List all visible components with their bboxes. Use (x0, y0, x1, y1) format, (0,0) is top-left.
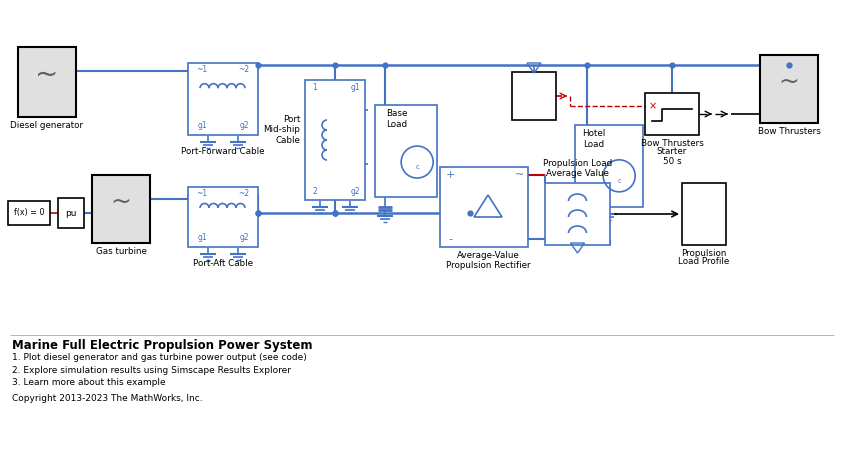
Bar (305, 80, 365, 200)
Text: g2: g2 (350, 186, 360, 195)
Text: Port-Aft Cable: Port-Aft Cable (193, 259, 253, 268)
Bar (188, 187, 258, 247)
Text: 50 s: 50 s (663, 157, 681, 166)
Text: Copyright 2013-2023 The MathWorks, Inc.: Copyright 2013-2023 The MathWorks, Inc. (12, 393, 203, 403)
Text: g1: g1 (350, 84, 360, 93)
Text: Gas turbine: Gas turbine (95, 247, 147, 257)
Bar (58, 198, 84, 228)
Text: ×: × (649, 101, 657, 111)
Text: Port
Mid-ship
Cable: Port Mid-ship Cable (263, 115, 300, 145)
Text: 1: 1 (312, 84, 317, 93)
Text: ~2: ~2 (239, 190, 250, 199)
Text: g2: g2 (239, 233, 249, 243)
Bar (188, 63, 258, 135)
Bar (18, 47, 76, 117)
Bar (760, 55, 818, 123)
Bar (92, 175, 150, 243)
Text: ~: ~ (778, 70, 799, 94)
Text: c: c (617, 178, 621, 184)
Text: ~2: ~2 (239, 66, 250, 74)
Text: Starter: Starter (657, 147, 687, 157)
Bar (545, 183, 610, 245)
Text: f(x) = 0: f(x) = 0 (14, 208, 44, 218)
Text: Port-Forward Cable: Port-Forward Cable (181, 147, 265, 157)
Text: 1. Plot diesel generator and gas turbine power output (see code): 1. Plot diesel generator and gas turbine… (12, 353, 306, 363)
Text: -: - (448, 234, 452, 244)
Text: Propulsion Load: Propulsion Load (543, 159, 612, 167)
Text: pu: pu (65, 208, 77, 218)
Text: ~: ~ (516, 170, 525, 180)
Text: g1: g1 (197, 233, 207, 243)
Text: Propulsion Rectifier: Propulsion Rectifier (446, 260, 530, 270)
Text: g1: g1 (197, 121, 207, 131)
Text: c: c (415, 164, 419, 170)
Text: ~: ~ (111, 190, 132, 214)
Text: Marine Full Electric Propulsion Power System: Marine Full Electric Propulsion Power Sy… (12, 339, 312, 352)
Bar (440, 167, 528, 247)
Text: +: + (446, 170, 455, 180)
Text: ~1: ~1 (197, 190, 208, 199)
Text: Average-Value: Average-Value (457, 251, 519, 259)
Text: Hotel
Load: Hotel Load (582, 129, 606, 149)
Bar (682, 183, 726, 245)
Text: ~1: ~1 (197, 66, 208, 74)
Text: ~: ~ (35, 61, 59, 89)
Bar (575, 125, 643, 207)
Text: Bow Thrusters: Bow Thrusters (641, 139, 703, 147)
Text: Propulsion: Propulsion (681, 248, 727, 258)
Text: 3. Learn more about this example: 3. Learn more about this example (12, 378, 165, 386)
Text: Base
Load: Base Load (386, 109, 408, 129)
Text: 2: 2 (312, 186, 317, 195)
Text: Diesel generator: Diesel generator (10, 121, 84, 131)
Bar (645, 93, 699, 135)
Text: Load Profile: Load Profile (679, 258, 729, 266)
Text: 2. Explore simulation results using Simscape Results Explorer: 2. Explore simulation results using Sims… (12, 365, 291, 374)
Bar (8, 201, 50, 225)
Text: g2: g2 (239, 121, 249, 131)
Text: Average Value: Average Value (546, 168, 609, 178)
Bar (512, 72, 556, 120)
Bar (375, 105, 437, 197)
Text: Bow Thrusters: Bow Thrusters (758, 127, 820, 137)
